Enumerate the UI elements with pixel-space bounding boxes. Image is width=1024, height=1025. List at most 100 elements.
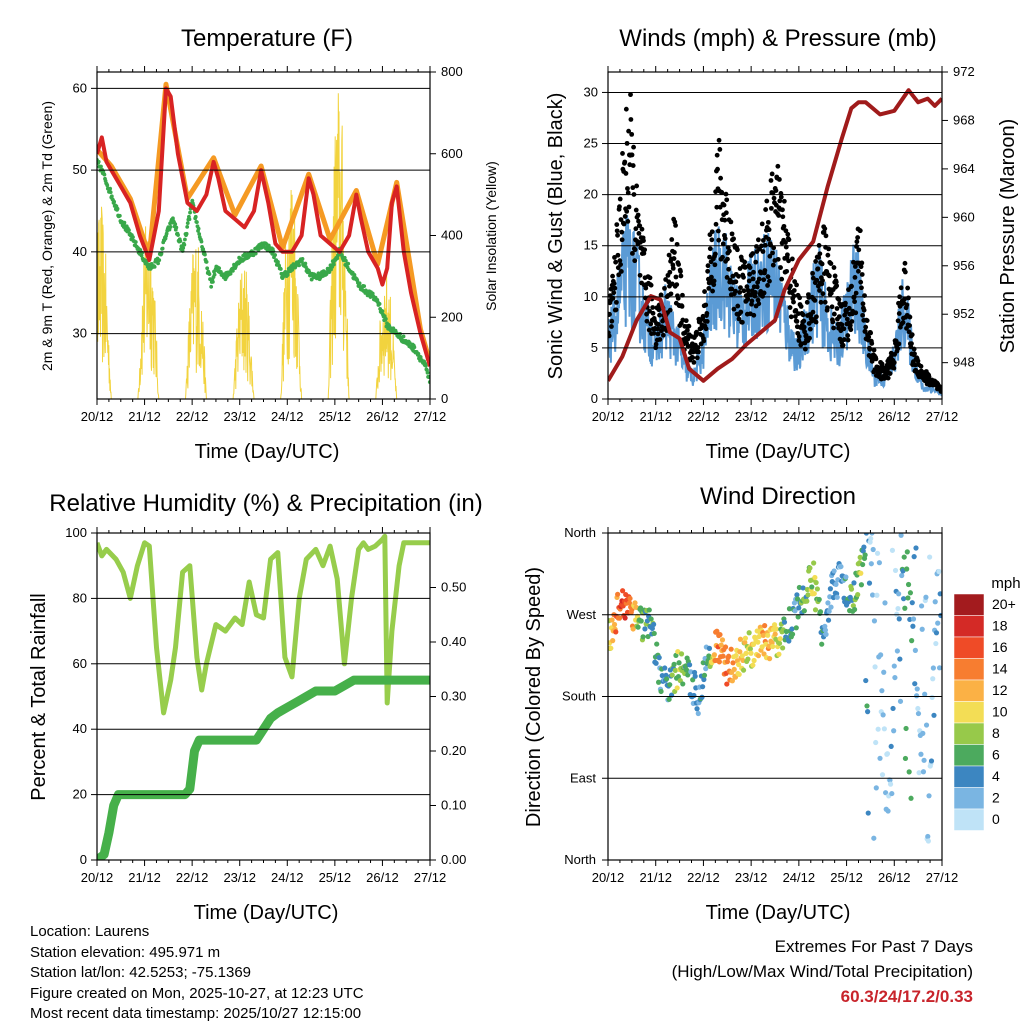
gust-point <box>814 314 819 320</box>
wind-direction-point <box>920 730 926 736</box>
wind-direction-point <box>882 600 888 606</box>
y2-tick-label: 0.30 <box>441 689 466 704</box>
wind-direction-point <box>912 681 918 687</box>
gust-point <box>777 198 783 204</box>
y-tick-label: 50 <box>73 162 87 177</box>
legend-swatch <box>953 808 985 831</box>
wind-direction-point <box>786 638 792 644</box>
dewpoint-point <box>276 259 280 264</box>
gust-point <box>735 247 740 253</box>
wind-direction-point <box>737 636 744 642</box>
gust-point <box>817 251 823 257</box>
dewpoint-point <box>228 271 233 276</box>
gust-point <box>651 330 657 336</box>
gust-point <box>660 332 666 338</box>
gust-point <box>717 147 723 152</box>
wind-direction-point <box>706 645 713 651</box>
wind-direction-point <box>822 627 829 633</box>
gust-point <box>895 318 901 324</box>
solar-insolation-line <box>185 247 207 399</box>
gust-point <box>731 306 737 312</box>
gust-point <box>749 298 755 304</box>
wind-direction-point <box>776 640 783 646</box>
legend-swatch <box>953 744 985 767</box>
dewpoint-point <box>152 264 157 269</box>
wind-direction-point <box>857 554 863 560</box>
wind-direction-point <box>888 743 894 750</box>
gust-point <box>813 259 819 264</box>
wind-direction-point <box>927 554 933 560</box>
gust-point <box>768 178 774 183</box>
wind-direction-point <box>724 659 731 665</box>
extremes-values: 60.3/24/17.2/0.33 <box>840 987 973 1006</box>
y2-tick-label: 968 <box>953 112 975 127</box>
dewpoint-point <box>185 225 190 229</box>
relative-humidity-line <box>97 533 430 716</box>
y-tick-label: 15 <box>584 238 598 253</box>
wind-direction-point <box>872 664 878 670</box>
gust-point <box>876 371 882 377</box>
wind-direction-point <box>638 618 644 624</box>
wind-direction-point <box>748 650 754 656</box>
wind-direction-point <box>915 710 922 717</box>
dewpoint-point <box>199 239 204 244</box>
wind-direction-point <box>726 653 732 659</box>
wind-direction-point <box>869 592 876 598</box>
humidity-panel: Relative Humidity (%) & Precipitation (i… <box>28 490 483 924</box>
gust-point <box>765 274 771 280</box>
wind-direction-point <box>909 638 915 644</box>
wind-direction-point <box>890 705 896 712</box>
dewpoint-point <box>202 252 207 257</box>
wind-direction-point <box>860 548 866 554</box>
gust-point <box>810 275 816 281</box>
gust-point <box>766 227 772 233</box>
solar-insolation-line <box>280 189 303 399</box>
gust-point <box>647 275 653 281</box>
gust-point <box>784 268 790 274</box>
gust-point <box>613 259 619 265</box>
gust-point <box>636 218 641 224</box>
wind-direction-point <box>874 550 881 556</box>
gust-point <box>702 289 707 294</box>
gust-point <box>723 210 729 216</box>
wind-direction-point <box>901 554 907 560</box>
wind-direction-point <box>933 640 939 647</box>
gust-point <box>711 278 717 284</box>
wind-direction-point <box>794 592 800 598</box>
extremes-title: Extremes For Past 7 Days <box>774 937 973 956</box>
wind-direction-point <box>789 626 795 632</box>
gust-point <box>657 337 663 342</box>
dewpoint-point <box>207 272 212 277</box>
dewpoint-point <box>193 214 198 219</box>
gust-point <box>771 245 777 251</box>
gust-point <box>626 128 632 134</box>
y-tick-label: South <box>562 689 596 704</box>
wind-direction-point <box>929 694 935 701</box>
dewpoint-point <box>184 231 189 236</box>
gust-point <box>623 171 629 176</box>
dewpoint-point <box>300 256 305 261</box>
gust-point <box>751 312 757 318</box>
gust-point <box>707 254 712 260</box>
gust-point <box>709 274 714 280</box>
gust-point <box>622 214 628 219</box>
gust-point <box>828 261 834 266</box>
wind-direction-point <box>915 705 921 712</box>
wind-direction-point <box>771 622 778 628</box>
dewpoint-point <box>174 225 179 230</box>
gust-point <box>742 259 748 265</box>
gust-point <box>655 326 661 332</box>
dewpoint-point <box>205 266 210 271</box>
x-tick-label: 26/12 <box>366 870 399 885</box>
wind-direction-point <box>878 652 884 658</box>
y-tick-label: 30 <box>73 326 87 341</box>
dewpoint-point <box>196 226 201 231</box>
wind-direction-point <box>831 568 837 574</box>
gust-point <box>840 342 846 348</box>
wind-direction-point <box>796 605 802 611</box>
info-latlon: Station lat/lon: 42.5253; -75.1369 <box>30 964 252 981</box>
gust-point <box>806 295 812 300</box>
gust-point <box>655 331 661 337</box>
wind-direction-point <box>830 594 837 601</box>
gust-point <box>738 285 743 291</box>
